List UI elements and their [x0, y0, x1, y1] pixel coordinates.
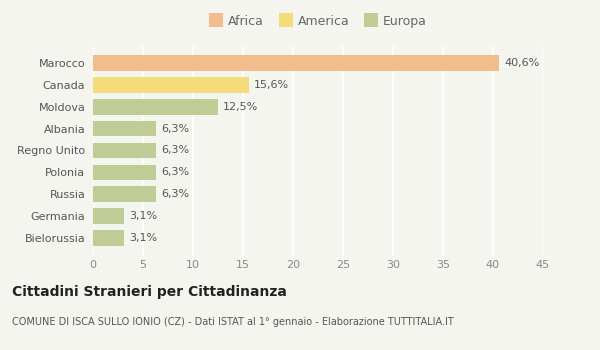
- Text: 40,6%: 40,6%: [504, 58, 539, 68]
- Bar: [93, 230, 124, 246]
- Text: 15,6%: 15,6%: [254, 80, 289, 90]
- Bar: [93, 142, 156, 159]
- Bar: [93, 55, 499, 71]
- Text: 6,3%: 6,3%: [161, 167, 189, 177]
- Bar: [93, 77, 249, 93]
- Text: Cittadini Stranieri per Cittadinanza: Cittadini Stranieri per Cittadinanza: [12, 285, 287, 299]
- Text: 6,3%: 6,3%: [161, 146, 189, 155]
- Bar: [93, 208, 124, 224]
- Bar: [93, 121, 156, 136]
- Text: 12,5%: 12,5%: [223, 102, 258, 112]
- Bar: [93, 187, 156, 202]
- Text: COMUNE DI ISCA SULLO IONIO (CZ) - Dati ISTAT al 1° gennaio - Elaborazione TUTTIT: COMUNE DI ISCA SULLO IONIO (CZ) - Dati I…: [12, 317, 454, 327]
- Text: 3,1%: 3,1%: [129, 211, 157, 221]
- Legend: Africa, America, Europa: Africa, America, Europa: [206, 13, 430, 31]
- Text: 6,3%: 6,3%: [161, 189, 189, 199]
- Text: 6,3%: 6,3%: [161, 124, 189, 134]
- Bar: [93, 164, 156, 180]
- Text: 3,1%: 3,1%: [129, 233, 157, 243]
- Bar: [93, 99, 218, 114]
